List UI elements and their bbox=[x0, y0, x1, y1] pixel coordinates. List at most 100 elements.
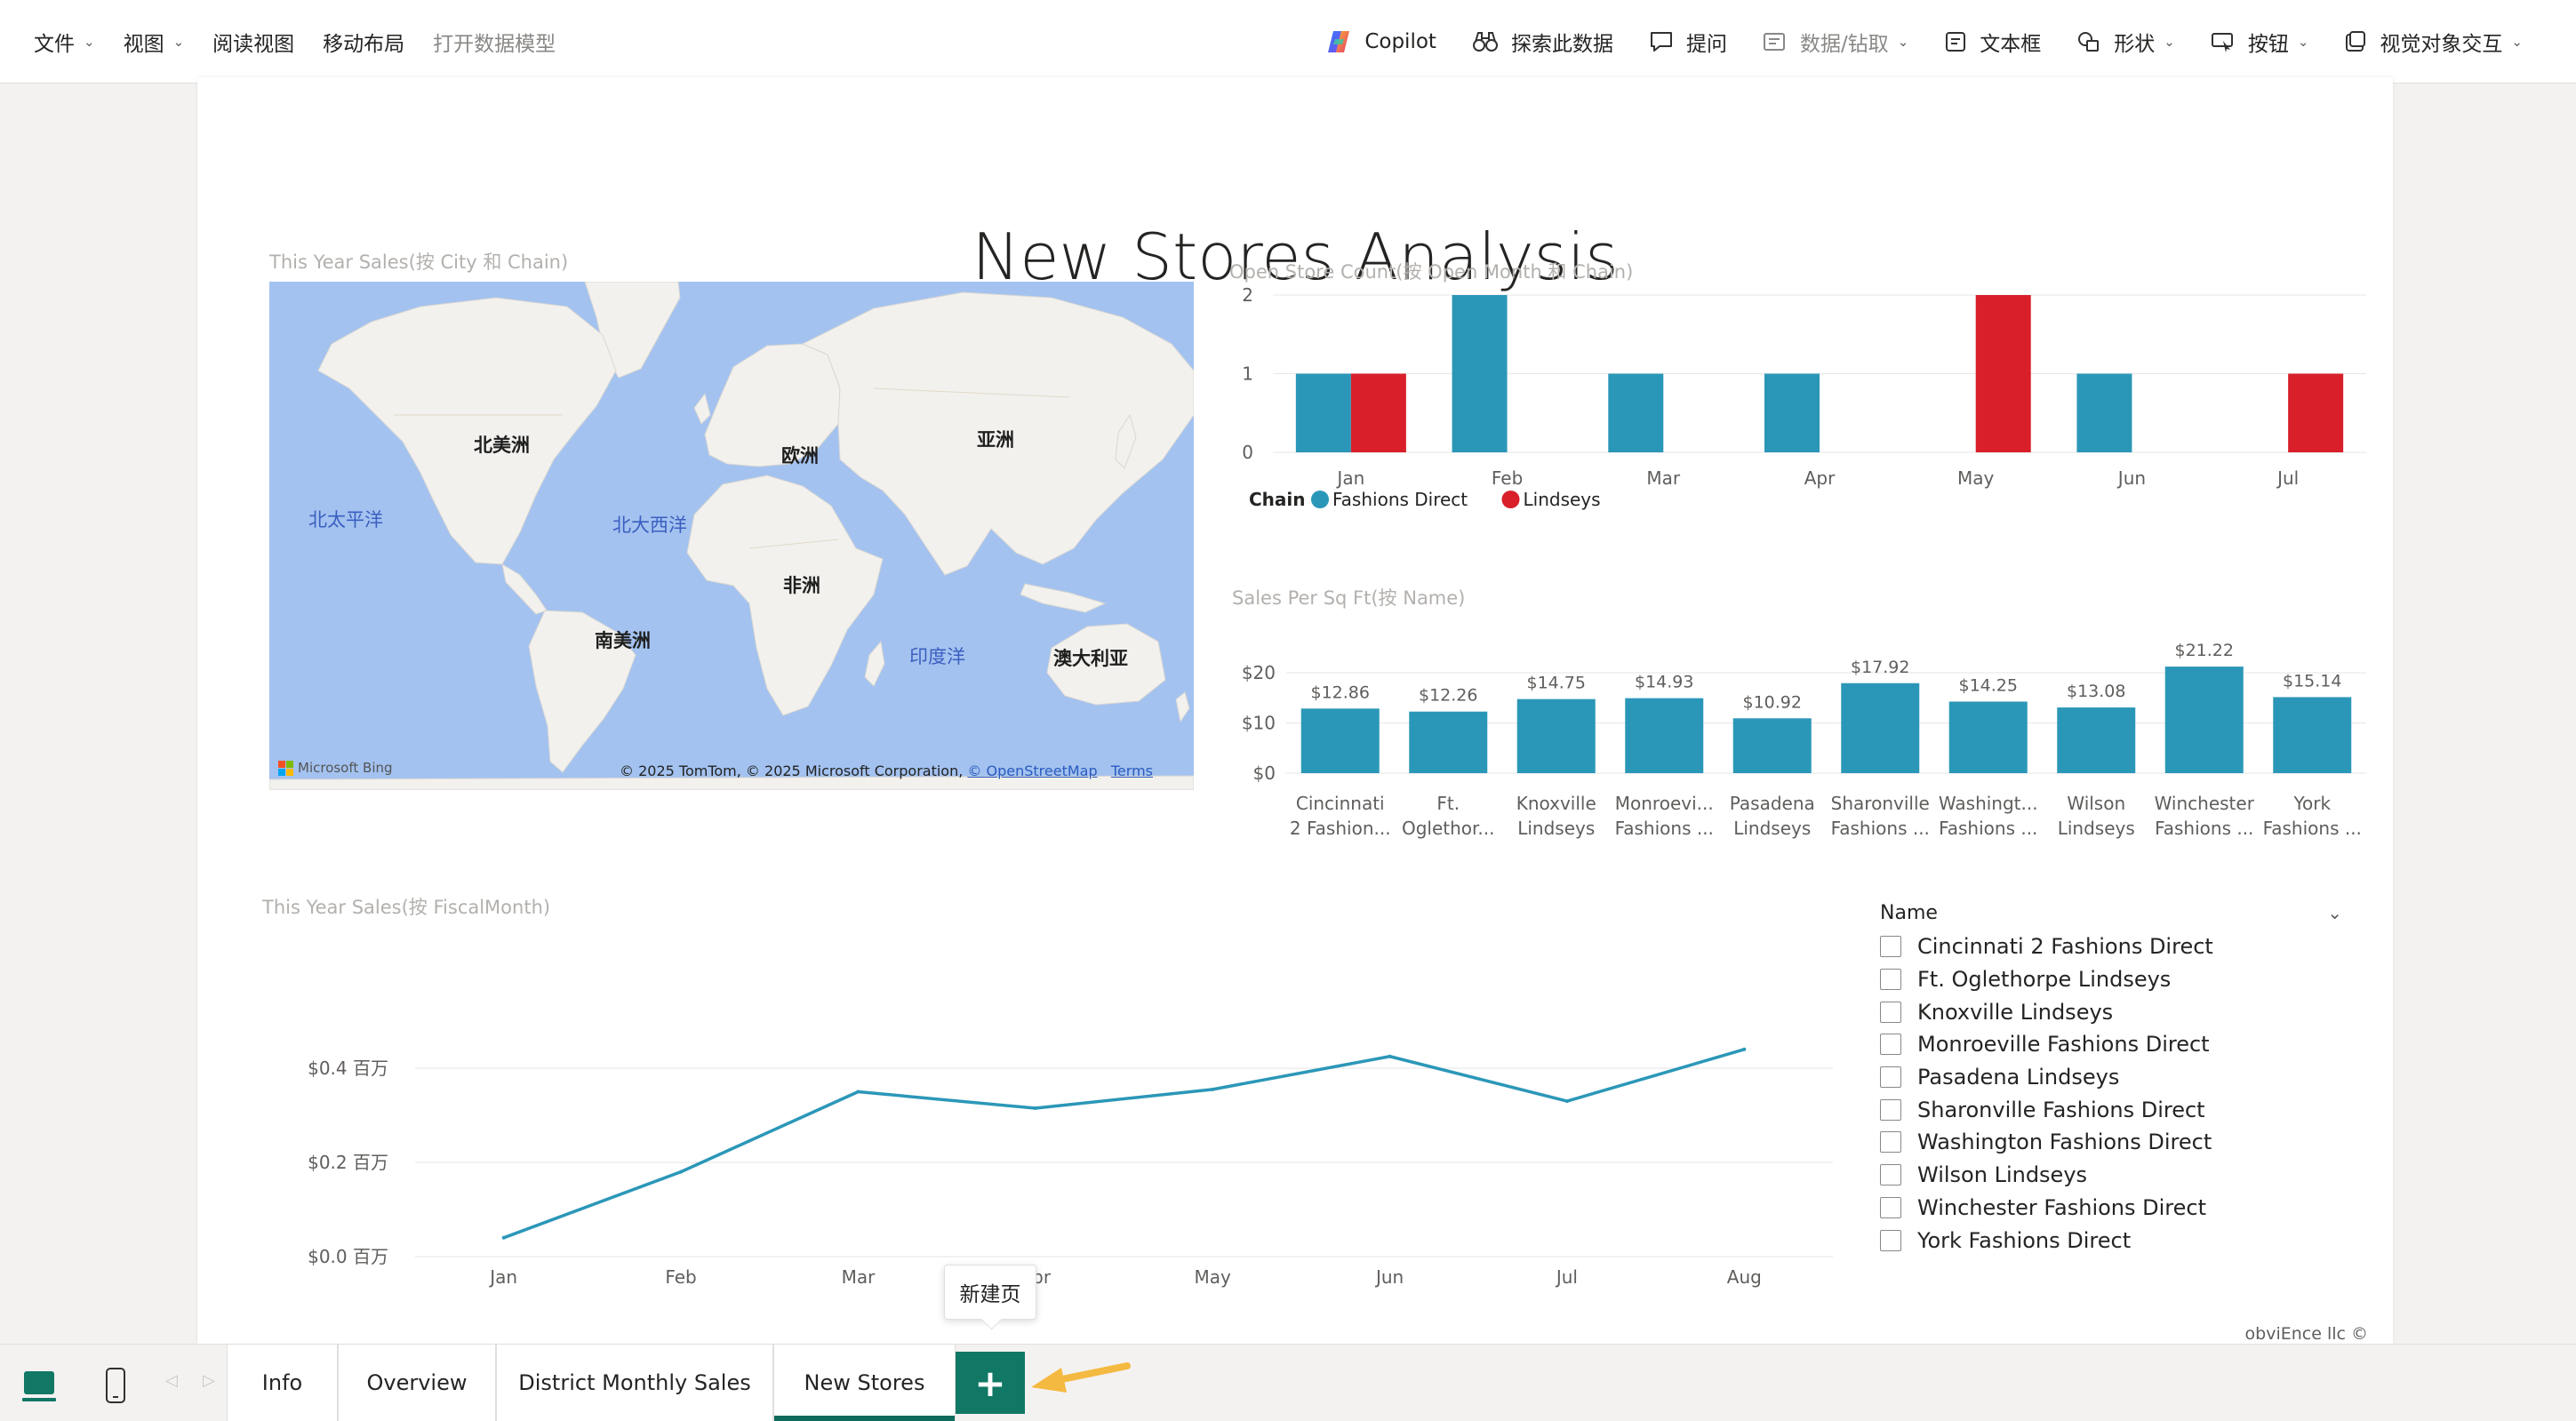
checkbox[interactable] bbox=[1880, 1098, 1901, 1121]
report-canvas: New Stores Analysis This Year Sales(按 Ci… bbox=[197, 77, 2393, 1344]
map-visual[interactable]: 北美洲 欧洲 亚洲 非洲 南美洲 澳大利亚 北太平洋 北大西洋 印度洋 Micr… bbox=[269, 282, 1194, 790]
y-tick-label: $10 bbox=[1242, 713, 1276, 734]
checkbox[interactable] bbox=[1880, 1034, 1901, 1056]
data-point bbox=[501, 1235, 506, 1240]
x-tick-label: Oglethor... bbox=[1402, 818, 1495, 839]
buttons-menu[interactable]: 按钮 ⌄ bbox=[2193, 15, 2327, 68]
x-tick-label: Sharonville bbox=[1831, 793, 1930, 814]
tab-label: District Monthly Sales bbox=[518, 1370, 751, 1395]
mobile-layout-label: 移动布局 bbox=[323, 32, 405, 56]
page-tab-bar: ◁ ▷ Info Overview District Monthly Sales… bbox=[0, 1344, 2576, 1421]
microsoft-logo-icon bbox=[278, 760, 293, 776]
data-point bbox=[1211, 1087, 1215, 1091]
slicer-item[interactable]: Winchester Fashions Direct bbox=[1880, 1192, 2342, 1225]
slicer-item-label: Ft. Oglethorpe Lindseys bbox=[1917, 967, 2172, 993]
slicer-item-label: Knoxville Lindseys bbox=[1917, 999, 2114, 1025]
textbox-button[interactable]: 文本框 bbox=[1926, 15, 2059, 68]
x-tick-label: Monroevi... bbox=[1615, 793, 1714, 814]
data-point bbox=[1033, 1106, 1037, 1111]
bar-fashions-direct bbox=[1295, 373, 1351, 452]
bing-label: Microsoft Bing bbox=[298, 760, 393, 776]
y-tick-label: 1 bbox=[1242, 363, 1253, 385]
slicer-item-label: Winchester Fashions Direct bbox=[1917, 1194, 2207, 1220]
reading-view-button[interactable]: 阅读视图 bbox=[198, 15, 308, 68]
name-slicer: Name ⌄ Cincinnati 2 Fashions Direct Ft. … bbox=[1880, 895, 2342, 1257]
tab-scroll-right-icon[interactable]: ▷ bbox=[203, 1371, 215, 1390]
checkbox[interactable] bbox=[1880, 1001, 1901, 1023]
x-tick-label: Fashions ... bbox=[2155, 818, 2253, 839]
view-menu[interactable]: 视图 ⌄ bbox=[109, 15, 199, 68]
x-tick-label: Jan bbox=[1335, 467, 1364, 489]
open-store-count-chart[interactable]: 0 1 2 Jan Feb Mar Apr May Jun Jul Chain Fashions Di… bbox=[1220, 282, 2375, 637]
sales-per-sqft-chart[interactable]: $0 $10 $20 $12.86 Cincinnati 2 Fashion... $12.… bbox=[1220, 611, 2375, 930]
slicer-item-label: Wilson Lindseys bbox=[1917, 1162, 2088, 1188]
x-tick-label: Wilson bbox=[2067, 793, 2125, 814]
checkbox[interactable] bbox=[1880, 1164, 1901, 1186]
file-menu[interactable]: 文件 ⌄ bbox=[20, 15, 109, 68]
watermark: obviEnce llc © bbox=[2244, 1324, 2368, 1344]
bar-fashions-direct bbox=[1452, 295, 1508, 452]
data-drill-menu[interactable]: 数据/钻取 ⌄ bbox=[1745, 15, 1926, 68]
phone-layout-icon[interactable] bbox=[89, 1361, 142, 1410]
x-tick-label: Mar bbox=[842, 1266, 876, 1288]
checkbox[interactable] bbox=[1880, 1066, 1901, 1089]
map-label-oceania: 澳大利亚 bbox=[1053, 648, 1128, 669]
qa-button[interactable]: 提问 bbox=[1631, 15, 1745, 68]
shapes-menu[interactable]: 形状 ⌄ bbox=[2059, 15, 2193, 68]
slicer-item-label: Sharonville Fashions Direct bbox=[1917, 1097, 2205, 1122]
tab-info[interactable]: Info bbox=[227, 1345, 338, 1421]
legend-title: Chain bbox=[1249, 489, 1306, 510]
map-label-south-america: 南美洲 bbox=[595, 630, 651, 651]
slicer-header[interactable]: Name ⌄ bbox=[1880, 895, 2342, 930]
slicer-item[interactable]: Washington Fashions Direct bbox=[1880, 1126, 2342, 1159]
ribbon-right-group: Copilot 探索此数据 提问 数据/钻取 ⌄ 文本框 bbox=[1308, 0, 2540, 83]
x-tick-label: Jul bbox=[2276, 467, 2299, 489]
copilot-button[interactable]: Copilot bbox=[1308, 15, 1454, 68]
terms-link[interactable]: Terms bbox=[1110, 762, 1153, 779]
open-store-chart-title: Open Store Count(按 Open Month 和 Chain) bbox=[1229, 261, 1634, 283]
tab-district-monthly-sales[interactable]: District Monthly Sales bbox=[496, 1345, 773, 1421]
slicer-item[interactable]: Monroeville Fashions Direct bbox=[1880, 1028, 2342, 1061]
x-tick-label: Cincinnati bbox=[1296, 793, 1385, 814]
this-year-sales-line-chart[interactable]: $0.0 百万$0.2 百万$0.4 百万JanFebMarAprMayJunJ… bbox=[251, 922, 1851, 1295]
x-tick-label: Winchester bbox=[2155, 793, 2255, 814]
slicer-title: Name bbox=[1880, 901, 1938, 924]
x-tick-label: Feb bbox=[665, 1266, 696, 1288]
tab-overview[interactable]: Overview bbox=[338, 1345, 496, 1421]
chevron-down-icon[interactable]: ⌄ bbox=[2327, 902, 2342, 923]
slicer-item[interactable]: York Fashions Direct bbox=[1880, 1224, 2342, 1257]
slicer-item[interactable]: Sharonville Fashions Direct bbox=[1880, 1093, 2342, 1126]
map-visual-title: This Year Sales(按 City 和 Chain) bbox=[269, 251, 569, 273]
checkbox[interactable] bbox=[1880, 1196, 1901, 1218]
data-label: $12.26 bbox=[1419, 686, 1477, 706]
slicer-item[interactable]: Ft. Oglethorpe Lindseys bbox=[1880, 963, 2342, 996]
x-tick-label: Lindseys bbox=[2058, 818, 2135, 839]
tab-new-stores[interactable]: New Stores bbox=[773, 1345, 956, 1421]
desktop-layout-icon[interactable] bbox=[12, 1361, 66, 1410]
slicer-item[interactable]: Wilson Lindseys bbox=[1880, 1159, 2342, 1192]
visual-interactions-menu[interactable]: 视觉对象交互 ⌄ bbox=[2326, 15, 2540, 68]
checkbox[interactable] bbox=[1880, 1229, 1901, 1251]
chevron-down-icon: ⌄ bbox=[2297, 33, 2309, 50]
bar bbox=[1409, 711, 1488, 773]
slicer-item[interactable]: Pasadena Lindseys bbox=[1880, 1061, 2342, 1094]
tab-scroll-left-icon[interactable]: ◁ bbox=[165, 1371, 178, 1390]
bing-logo: Microsoft Bing bbox=[278, 760, 393, 776]
add-page-button[interactable]: + bbox=[956, 1352, 1025, 1414]
checkbox[interactable] bbox=[1880, 969, 1901, 991]
osm-link[interactable]: © OpenStreetMap bbox=[967, 762, 1098, 779]
explore-data-button[interactable]: 探索此数据 bbox=[1454, 15, 1631, 68]
chevron-down-icon: ⌄ bbox=[84, 33, 95, 50]
slicer-item[interactable]: Knoxville Lindseys bbox=[1880, 995, 2342, 1028]
x-tick-label: Ft. bbox=[1436, 793, 1460, 814]
x-tick-label: Jul bbox=[1555, 1266, 1578, 1288]
checkbox[interactable] bbox=[1880, 1131, 1901, 1154]
mobile-layout-button[interactable]: 移动布局 bbox=[308, 15, 419, 68]
slicer-item[interactable]: Cincinnati 2 Fashions Direct bbox=[1880, 930, 2342, 963]
checkbox[interactable] bbox=[1880, 936, 1901, 958]
copilot-icon bbox=[1328, 30, 1350, 52]
tab-label: Overview bbox=[366, 1370, 468, 1395]
open-data-model-button[interactable]: 打开数据模型 bbox=[419, 15, 570, 68]
slicer-item-label: Cincinnati 2 Fashions Direct bbox=[1917, 934, 2213, 960]
x-tick-label: Fashions ... bbox=[1615, 818, 1714, 839]
